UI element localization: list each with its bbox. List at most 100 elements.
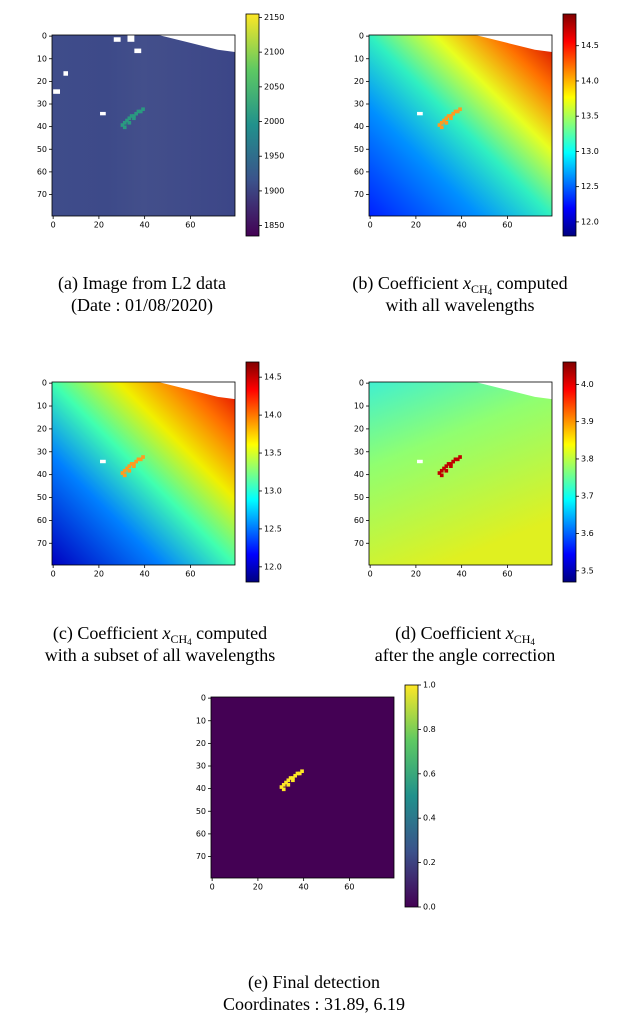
caption-text: with all wavelengths — [386, 295, 535, 315]
panel: 0 20 40 60 0 10 20 30 40 50 60 70 12.0 12.5 13.0 13.5 14… — [352, 13, 599, 315]
y-tick-label: 20 — [196, 739, 206, 748]
colorbar-tick-label: 14.0 — [581, 76, 599, 85]
x-tick-label: 0 — [51, 570, 56, 579]
detection-pixel — [446, 114, 451, 118]
caption-line: after the angle correction — [375, 645, 555, 665]
detection-pixel — [286, 782, 291, 787]
y-tick-label: 10 — [37, 402, 47, 411]
colorbar-tick-label: 2100 — [264, 48, 284, 57]
missing-data — [475, 382, 552, 400]
detection-pixel — [300, 769, 304, 774]
detection-pixel — [136, 457, 141, 462]
y-tick-label: 20 — [354, 424, 364, 433]
missing-data — [100, 111, 106, 116]
y-tick-label: 0 — [42, 32, 47, 41]
colorbar-tick-label: 13.5 — [581, 112, 599, 121]
math-variable: x — [462, 273, 471, 293]
missing-data — [63, 71, 69, 76]
heatmap-image — [211, 697, 394, 878]
y-tick-label: 10 — [37, 54, 47, 63]
detection-pixel — [449, 464, 453, 469]
y-tick-label: 20 — [354, 77, 364, 86]
detection-pixel — [444, 120, 449, 125]
detection-pixel — [279, 785, 284, 789]
axes-frame — [51, 381, 236, 566]
detection-pixel — [122, 120, 127, 125]
detection-pixel — [122, 473, 127, 478]
colorbar-tick-label: 3.5 — [581, 566, 594, 575]
detection-pixel — [125, 466, 129, 471]
y-tick-label: 70 — [37, 190, 47, 199]
y-tick-label: 60 — [196, 829, 206, 838]
detection-pixel — [120, 471, 125, 475]
y-tick-label: 0 — [42, 379, 47, 388]
detection-pixel — [127, 116, 132, 121]
y-tick-label: 60 — [354, 167, 364, 176]
detection-pixel — [141, 107, 145, 112]
colorbar-tick-label: 13.0 — [264, 486, 282, 495]
colorbar-tick-label: 13.0 — [581, 147, 599, 156]
missing-data — [417, 459, 423, 464]
detection-pixel — [134, 459, 139, 464]
colorbar-tick-label: 2050 — [264, 82, 284, 91]
detection-pixel — [449, 116, 453, 121]
x-tick-label: 0 — [368, 570, 373, 579]
colorbar-tick-label: 12.0 — [581, 217, 599, 226]
detection-pixel — [444, 464, 449, 469]
colorbar — [404, 684, 419, 908]
y-tick-label: 30 — [354, 100, 364, 109]
detection-pixel — [127, 464, 132, 469]
detection-pixel — [451, 459, 456, 464]
caption-text: (b) Coefficient — [352, 273, 463, 294]
y-tick-label: 70 — [354, 539, 364, 548]
colorbar-tick-label: 1.0 — [423, 681, 436, 690]
axes-frame — [51, 34, 236, 217]
detection-pixel — [442, 118, 446, 123]
x-tick-label: 40 — [457, 221, 467, 230]
colorbar-tick-label: 3.9 — [581, 417, 594, 426]
detection-pixel — [132, 462, 136, 466]
y-tick-label: 0 — [359, 379, 364, 388]
detection-pixel — [439, 125, 444, 130]
caption-text: (d) Coefficient — [395, 623, 506, 644]
detection-pixel — [286, 778, 291, 783]
detection-pixel — [291, 776, 295, 780]
colorbar-tick-label: 1900 — [264, 186, 284, 195]
detection-pixel — [141, 455, 145, 459]
detection-pixel — [453, 457, 458, 462]
detection-pixel — [138, 109, 143, 114]
math-subscript: CH — [170, 632, 187, 646]
detection-pixel — [449, 462, 453, 466]
detection-pixel — [458, 107, 462, 112]
y-tick-label: 60 — [37, 516, 47, 525]
colorbar-tick-label: 14.5 — [581, 41, 599, 50]
y-tick-label: 10 — [196, 716, 206, 725]
detection-pixel — [288, 776, 293, 780]
colorbar-tick-label: 4.0 — [581, 380, 594, 389]
colorbar-tick-label: 3.8 — [581, 454, 594, 463]
x-tick-label: 20 — [94, 570, 104, 579]
detection-pixel — [455, 109, 460, 114]
x-tick-label: 60 — [502, 221, 512, 230]
detection-pixel — [455, 457, 460, 462]
caption-line: (c) Coefficient xCH4​ computed — [53, 623, 267, 647]
x-tick-label: 40 — [299, 883, 309, 892]
y-tick-label: 0 — [359, 32, 364, 41]
colorbar-tick-label: 12.0 — [264, 562, 282, 571]
math-subsubscript: 4 — [488, 287, 493, 297]
colorbar-tick-label: 14.0 — [264, 411, 282, 420]
detection-pixel — [136, 109, 141, 114]
missing-data — [53, 89, 61, 94]
missing-data — [127, 35, 135, 42]
detection-pixel — [442, 466, 446, 471]
detection-pixel — [439, 120, 444, 125]
detection-pixel — [451, 111, 456, 116]
detection-pixel — [132, 116, 136, 121]
heatmap-image — [369, 382, 552, 565]
colorbar-tick-label: 2000 — [264, 117, 284, 126]
caption-line: with a subset of all wavelengths — [45, 645, 275, 665]
detection-pixel — [125, 118, 129, 123]
y-tick-label: 40 — [196, 784, 206, 793]
